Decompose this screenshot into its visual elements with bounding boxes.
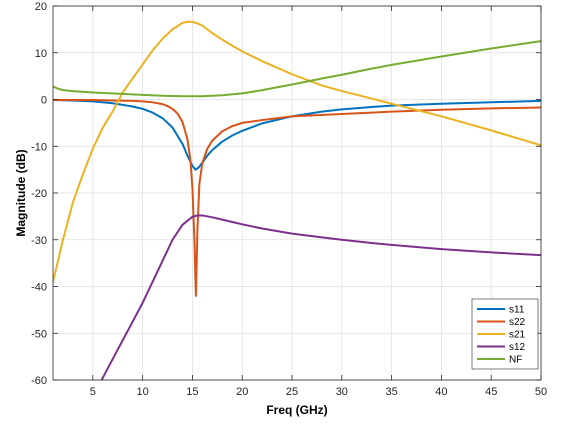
- x-tick-label: 15: [186, 386, 198, 398]
- y-tick-label: -60: [31, 375, 47, 387]
- x-tick-label: 50: [535, 386, 547, 398]
- y-axis-title: Magnitude (dB): [14, 149, 28, 236]
- legend-label: s12: [509, 342, 526, 353]
- x-tick-label: 10: [137, 386, 149, 398]
- series-line-s12: [100, 214, 541, 380]
- series-group: [53, 20, 541, 380]
- x-tick-label: 35: [385, 386, 397, 398]
- legend-label: NF: [509, 355, 522, 366]
- y-tick-label: -40: [31, 282, 47, 294]
- y-tick-label: -30: [31, 235, 47, 247]
- x-tick-label: 45: [485, 386, 497, 398]
- ticks: [53, 5, 542, 381]
- x-tick-label: 20: [236, 386, 248, 398]
- x-tick-label: 5: [90, 386, 96, 398]
- y-tick-label: -20: [31, 188, 47, 200]
- x-tick-label: 25: [286, 386, 298, 398]
- y-tick-label: 20: [35, 1, 47, 13]
- legend-label: s21: [509, 330, 526, 341]
- series-line-nf: [53, 40, 541, 98]
- series-line-s22: [53, 98, 541, 297]
- x-axis-title: Freq (GHz): [266, 403, 327, 417]
- legend-label: s22: [509, 317, 526, 328]
- legend-label: s11: [509, 305, 525, 316]
- y-tick-label: 10: [35, 48, 47, 60]
- x-tick-label: 40: [435, 386, 447, 398]
- y-tick-label: -10: [31, 141, 47, 153]
- x-tick-label: 30: [336, 386, 348, 398]
- tick-labels: 5 10 15 20 25 30 35 40 45 50 -60 -50 -40 -30 -20 -10 0 10…: [31, 1, 547, 398]
- y-tick-label: 0: [41, 95, 47, 107]
- series-line-s21: [53, 20, 541, 283]
- y-tick-label: -50: [31, 328, 47, 340]
